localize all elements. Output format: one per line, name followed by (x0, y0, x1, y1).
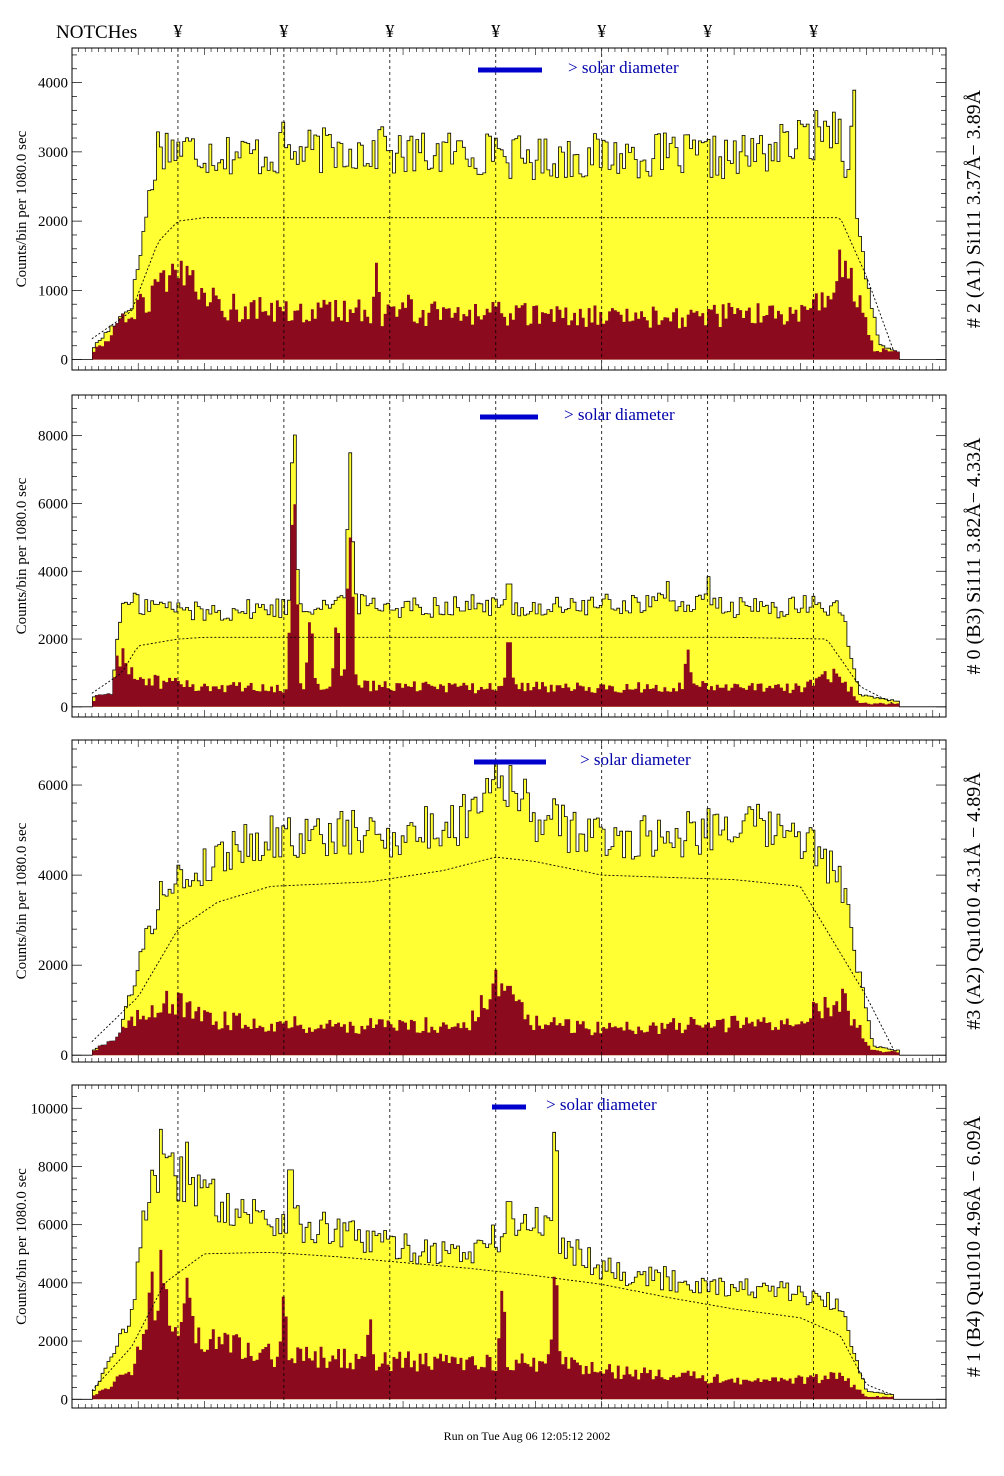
notch-marker-3: ¥ (491, 21, 500, 41)
notch-marker-5: ¥ (703, 21, 712, 41)
y-tick-label: 2000 (38, 1334, 68, 1350)
y-tick-label: 2000 (38, 632, 68, 648)
channel-label: #3 (A2) Qu1010 4.31Å − 4.89Å (963, 772, 985, 1030)
y-tick-label: 4000 (38, 868, 68, 884)
y-axis-title: Counts/bin per 1080.0 sec (14, 477, 30, 634)
y-tick-label: 0 (61, 353, 69, 369)
chart-panel-0: 0 1000 2000 3000 4000 Counts/bin per 1080.0 s… (14, 47, 985, 371)
plot-area-3 (72, 1085, 946, 1408)
y-tick-label: 2000 (38, 214, 68, 230)
total-counts-area (72, 1129, 946, 1400)
plot-area-2 (72, 740, 946, 1062)
y-tick-label: 0 (61, 700, 69, 716)
run-timestamp: Run on Tue Aug 06 12:05:12 2002 (444, 1429, 611, 1443)
legend-text: > solar diameter (568, 58, 679, 77)
channel-label: # 2 (A1) Si111 3.37Å− 3.89Å (963, 89, 985, 328)
chart-panels: 0 1000 2000 3000 4000 Counts/bin per 1080.0 s… (14, 47, 985, 1409)
chart-panel-1: 0 2000 4000 6000 8000 Counts/bin per 1080.0 s… (14, 394, 985, 718)
y-axis-title: Counts/bin per 1080.0 sec (14, 822, 30, 979)
notch-marker-4: ¥ (597, 21, 606, 41)
channel-label: # 0 (B3) Si111 3.82Å− 4.33Å (963, 437, 985, 675)
total-counts-outline (72, 762, 946, 1056)
total-counts-outline (72, 89, 946, 360)
y-tick-label: 6000 (38, 778, 68, 794)
notches-label: NOTCHes (56, 22, 137, 43)
y-axis-title: Counts/bin per 1080.0 sec (14, 130, 30, 287)
notch-marker-1: ¥ (279, 21, 288, 41)
chart-panel-3: 0 2000 4000 6000 8000 10000 Counts/bin per 108… (14, 1084, 985, 1409)
y-tick-label: 0 (61, 1392, 69, 1408)
component-counts-area (72, 969, 946, 1056)
legend-text: > solar diameter (580, 750, 691, 769)
model-curve (91, 217, 894, 350)
total-counts-outline (72, 434, 946, 708)
total-counts-outline (72, 1128, 946, 1400)
component-counts-area (72, 249, 946, 360)
y-tick-label: 6000 (38, 1218, 68, 1234)
y-axis-title: Counts/bin per 1080.0 sec (14, 1168, 30, 1325)
y-tick-label: 1000 (38, 283, 68, 299)
legend-text: > solar diameter (564, 405, 675, 424)
component-counts-area (72, 504, 946, 707)
y-tick-label: 3000 (38, 145, 68, 161)
channel-label: # 1 (B4) Qu1010 4.96Å − 6.09Å (963, 1115, 985, 1377)
y-tick-label: 4000 (38, 564, 68, 580)
model-curve (91, 636, 894, 704)
y-tick-label: 6000 (38, 496, 68, 512)
notch-markers: ¥ ¥ ¥ ¥ ¥ ¥ ¥ (173, 21, 818, 41)
y-tick-label: 10000 (31, 1101, 69, 1117)
notch-marker-2: ¥ (385, 21, 394, 41)
y-tick-label: 4000 (38, 1276, 68, 1292)
model-curve (91, 1251, 894, 1396)
legend-text: > solar diameter (546, 1095, 657, 1114)
y-tick-label: 0 (61, 1048, 69, 1064)
component-counts-area (72, 1249, 946, 1400)
chart-panel-2: 0 2000 4000 6000 Counts/bin per 1080.0 sec #3… (14, 739, 985, 1064)
y-tick-label: 8000 (38, 429, 68, 445)
plot-area-1 (72, 395, 946, 717)
y-tick-label: 2000 (38, 958, 68, 974)
plot-area-0 (72, 48, 946, 370)
y-tick-label: 8000 (38, 1159, 68, 1175)
y-tick-label: 4000 (38, 76, 68, 92)
notch-marker-0: ¥ (173, 21, 182, 41)
notch-marker-6: ¥ (809, 21, 818, 41)
